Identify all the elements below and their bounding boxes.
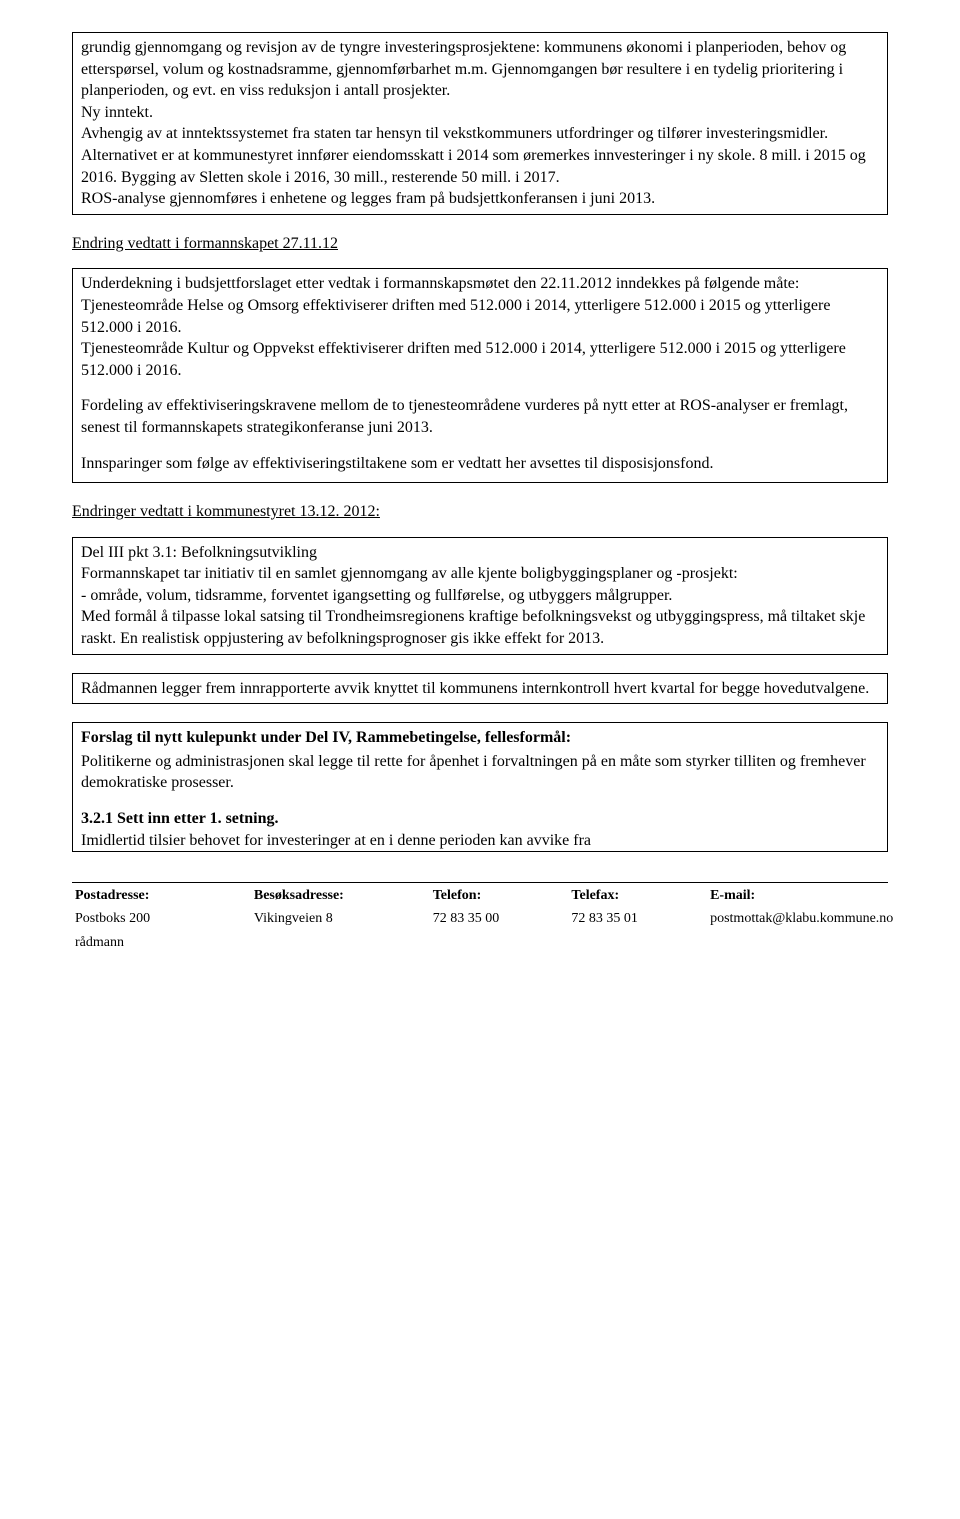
footer-telefon-num: 72 83 35 00 [432, 908, 569, 929]
footer-hdr-telefax: Telefax: [570, 885, 707, 906]
footer-postboks: Postboks 200 [74, 908, 251, 929]
box5-p1: Politikerne og administrasjonen skal leg… [81, 751, 879, 794]
footer-vikingveien: Vikingveien 8 [253, 908, 430, 929]
text-box-5: Forslag til nytt kulepunkt under Del IV,… [72, 722, 888, 852]
footer-radmann: rådmann [74, 932, 251, 953]
box5-p2: Imidlertid tilsier behovet for investeri… [81, 830, 879, 852]
box2-p2: Fordeling av effektiviseringskravene mel… [81, 395, 879, 438]
page-footer: Postadresse: Besøksadresse: Telefon: Tel… [0, 882, 960, 975]
heading-endring-formannskapet: Endring vedtatt i formannskapet 27.11.12 [72, 233, 888, 255]
box5-bold2: 3.2.1 Sett inn etter 1. setning. [81, 808, 879, 830]
box2-p1: Underdekning i budsjettforslaget etter v… [81, 273, 879, 381]
footer-telefax-num: 72 83 35 01 [570, 908, 707, 929]
text-box-4: Rådmannen legger frem innrapporterte avv… [72, 673, 888, 705]
footer-email-addr: postmottak@klabu.kommune.no [709, 908, 886, 929]
footer-row-1: Postboks 200 Vikingveien 8 72 83 35 00 7… [74, 908, 886, 929]
heading-endringer-kommunestyret: Endringer vedtatt i kommunestyret 13.12.… [72, 501, 888, 523]
box3-text: Del III pkt 3.1: Befolkningsutvikling Fo… [81, 542, 879, 650]
footer-hdr-telefon: Telefon: [432, 885, 569, 906]
text-box-1: grundig gjennomgang og revisjon av de ty… [72, 32, 888, 215]
box5-bold1: Forslag til nytt kulepunkt under Del IV,… [81, 727, 879, 749]
box1-text: grundig gjennomgang og revisjon av de ty… [81, 37, 879, 210]
footer-hdr-postadresse: Postadresse: [74, 885, 251, 906]
footer-hdr-email: E-mail: [709, 885, 886, 906]
text-box-3: Del III pkt 3.1: Befolkningsutvikling Fo… [72, 537, 888, 655]
box4-text: Rådmannen legger frem innrapporterte avv… [81, 678, 879, 700]
footer-row-2: rådmann [74, 932, 886, 953]
box2-p3: Innsparinger som følge av effektiviserin… [81, 453, 879, 475]
footer-header-row: Postadresse: Besøksadresse: Telefon: Tel… [74, 885, 886, 906]
text-box-2: Underdekning i budsjettforslaget etter v… [72, 268, 888, 483]
footer-hdr-besoksadresse: Besøksadresse: [253, 885, 430, 906]
